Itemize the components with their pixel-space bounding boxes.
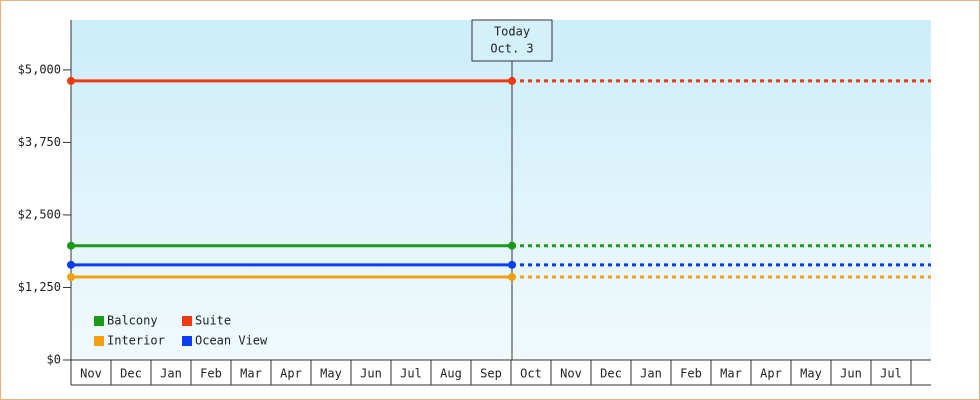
today-date: Oct. 3 xyxy=(490,42,533,56)
x-tick-label: Apr xyxy=(280,367,302,381)
x-tick-label: Oct xyxy=(520,367,542,381)
x-tick-label: Mar xyxy=(240,367,262,381)
x-tick-label: Nov xyxy=(80,367,102,381)
y-tick-label: $0 xyxy=(47,353,61,367)
x-tick-label: Feb xyxy=(200,367,222,381)
x-tick-label: Dec xyxy=(600,367,622,381)
point xyxy=(508,241,516,250)
plot-area xyxy=(71,20,931,360)
legend-label: Ocean View xyxy=(195,334,268,348)
today-label: Today xyxy=(494,25,530,39)
x-tick-label: Jan xyxy=(640,367,662,381)
point xyxy=(67,260,75,269)
x-tick-label: Aug xyxy=(440,367,462,381)
x-tick-label: Jan xyxy=(160,367,182,381)
x-tick-label: Apr xyxy=(760,367,782,381)
x-tick-label: Jul xyxy=(880,367,902,381)
y-tick-label: $5,000 xyxy=(18,62,61,76)
x-tick-label: Dec xyxy=(120,367,142,381)
legend-label: Interior xyxy=(107,334,165,348)
point xyxy=(508,260,516,269)
point xyxy=(67,241,75,250)
point xyxy=(67,273,75,282)
legend-swatch xyxy=(182,336,192,346)
x-tick-label: May xyxy=(320,367,342,381)
point xyxy=(508,273,516,282)
x-tick-label: Mar xyxy=(720,367,742,381)
x-tick-label: Jun xyxy=(360,367,382,381)
legend-swatch xyxy=(94,336,104,346)
y-tick-label: $3,750 xyxy=(18,135,61,149)
x-tick-label: Jun xyxy=(840,367,862,381)
legend-label: Balcony xyxy=(107,314,158,328)
legend-swatch xyxy=(94,316,104,326)
y-tick-label: $1,250 xyxy=(18,280,61,294)
legend-swatch xyxy=(182,316,192,326)
x-tick-label: Sep xyxy=(480,367,502,381)
y-tick-label: $2,500 xyxy=(18,207,61,221)
point xyxy=(508,76,516,85)
x-tick-label: Jul xyxy=(400,367,422,381)
point xyxy=(67,76,75,85)
x-tick-label: May xyxy=(800,367,822,381)
today-box xyxy=(471,19,553,62)
legend-label: Suite xyxy=(195,314,231,328)
x-tick-label: Nov xyxy=(560,367,582,381)
x-tick-label: Feb xyxy=(680,367,702,381)
